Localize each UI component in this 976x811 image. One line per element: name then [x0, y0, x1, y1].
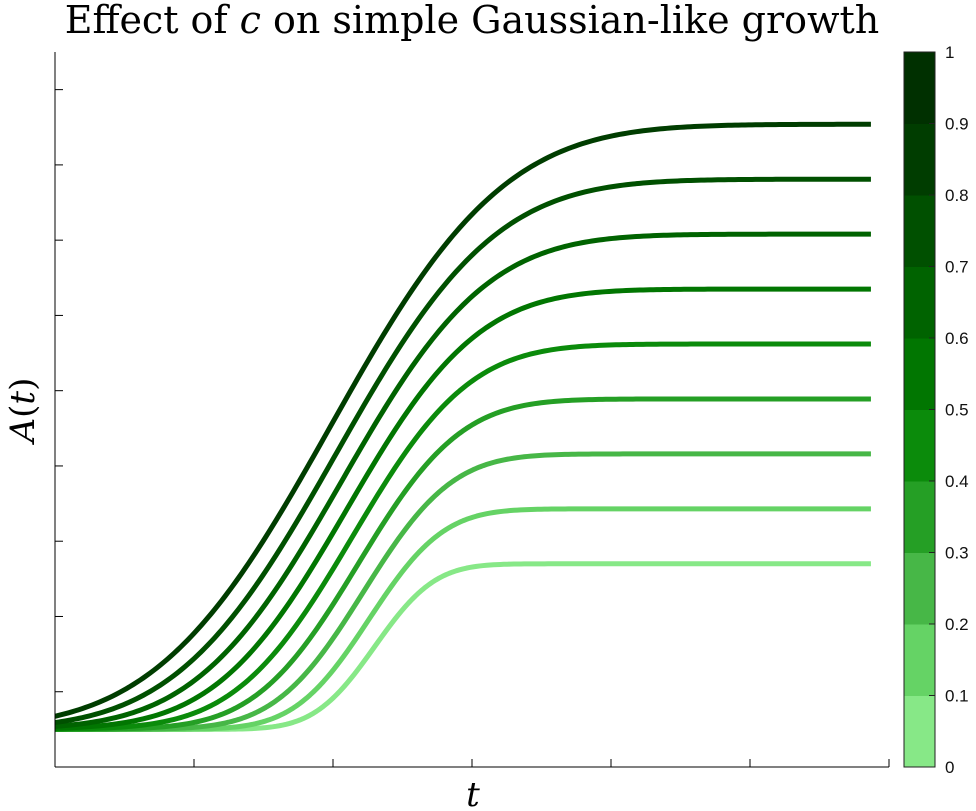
colorbar-tick-label: 0.1 — [945, 687, 969, 706]
x-axis-label: t — [466, 775, 480, 811]
colorbar-segment — [904, 481, 935, 553]
colorbar-segment — [904, 123, 935, 196]
colorbar-segment — [904, 624, 935, 696]
colorbar-segment — [904, 52, 935, 124]
colorbar: 0 0.1 0.2 0.3 0.4 0.5 0.6 0.7 0.8 0.9 1 — [903, 43, 969, 777]
colorbar-tick-label: 1 — [945, 43, 954, 62]
colorbar-tick-label: 0.7 — [945, 258, 969, 277]
chart-title: Effect of c on simple Gaussian-like grow… — [65, 0, 880, 42]
y-axis-label: A(t) — [3, 378, 43, 446]
colorbar-tick-label: 0.4 — [945, 472, 969, 491]
colorbar-segment — [904, 195, 935, 267]
series-line-c-0.2 — [55, 506, 871, 732]
colorbar-tick-label: 0.9 — [945, 115, 969, 134]
colorbar-segment — [904, 338, 935, 410]
colorbar-tick-label: 0.5 — [945, 401, 969, 420]
series-line-c-0.8 — [54, 176, 871, 726]
series-line-c-0.3 — [55, 451, 871, 732]
y-ticks — [55, 89, 63, 768]
colorbar-tick-label: 0.3 — [945, 544, 969, 563]
series-line-c-0.5 — [54, 341, 871, 732]
colorbar-tick-label: 0.2 — [945, 615, 969, 634]
colorbar-segment — [904, 552, 935, 625]
colorbar-tick-label: 0.6 — [945, 329, 969, 348]
series-line-c-0.7 — [54, 231, 871, 729]
colorbar-segment — [904, 266, 935, 339]
plot-area — [54, 52, 890, 768]
series-line-c-0.6 — [54, 286, 871, 731]
series-line-c-0.1 — [55, 561, 871, 732]
colorbar-tick-label: 0 — [945, 758, 954, 777]
colorbar-segment — [904, 409, 935, 482]
colorbar-tick-label: 0.8 — [945, 186, 969, 205]
series-line-c-0.4 — [55, 396, 871, 732]
x-ticks — [54, 759, 890, 767]
series-line-c-0.9 — [54, 121, 871, 719]
plot-box — [55, 52, 889, 767]
colorbar-segment — [904, 695, 935, 768]
series-lines — [54, 121, 871, 732]
